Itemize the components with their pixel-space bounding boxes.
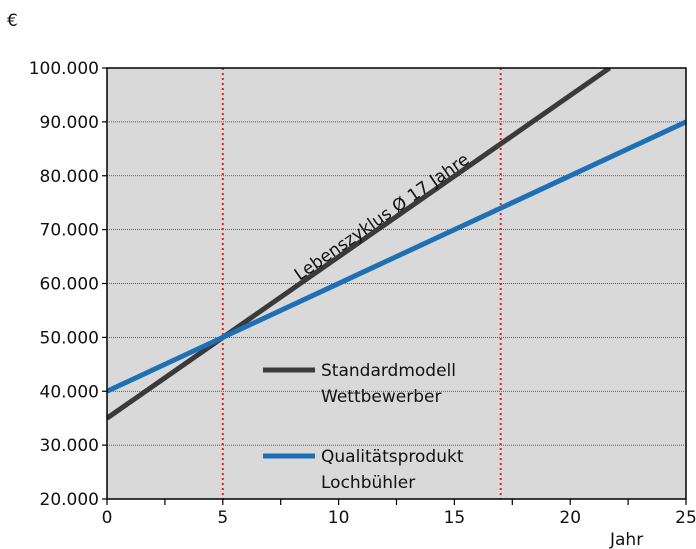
x-tick-label: 5 [217,508,228,528]
y-axis-title: € [7,11,18,31]
x-tick-label: 15 [444,508,466,528]
y-tick-label: 90.000 [40,113,99,133]
series-lines [107,68,686,421]
y-tick-label: 70.000 [40,221,99,241]
y-tick-label: 100.000 [29,59,99,79]
y-tick-label: 50.000 [40,328,99,348]
y-tick-label: 60.000 [40,275,99,295]
x-tick-label: 10 [328,508,350,528]
legend-label-1: Standardmodell [321,361,456,381]
legend-label-2: Lochbühler [321,473,415,493]
y-tick-label: 30.000 [40,436,99,456]
x-axis-title: Jahr [609,530,643,549]
legend-label-2: Qualitätsprodukt [321,447,464,467]
reference-lines [221,68,502,499]
legend: Standardmodell Wettbewerber Qualitätsprodu… [263,361,464,493]
y-tick-label: 20.000 [40,490,99,510]
y-axis-ticks: 20.000 30.000 40.000 50.000 60.000 70.000 80.0… [29,59,107,510]
series-line-2 [107,119,686,394]
x-tick-label: 20 [559,508,581,528]
x-tick-label: 25 [675,508,696,528]
x-tick-label: 0 [102,508,113,528]
series-line-1 [107,68,612,421]
gridlines [107,121,686,446]
x-axis-ticks: 0 5 10 15 20 25 [102,499,696,528]
legend-label-1: Wettbewerber [321,387,441,407]
y-tick-label: 40.000 [40,382,99,402]
y-tick-label: 80.000 [40,167,99,187]
